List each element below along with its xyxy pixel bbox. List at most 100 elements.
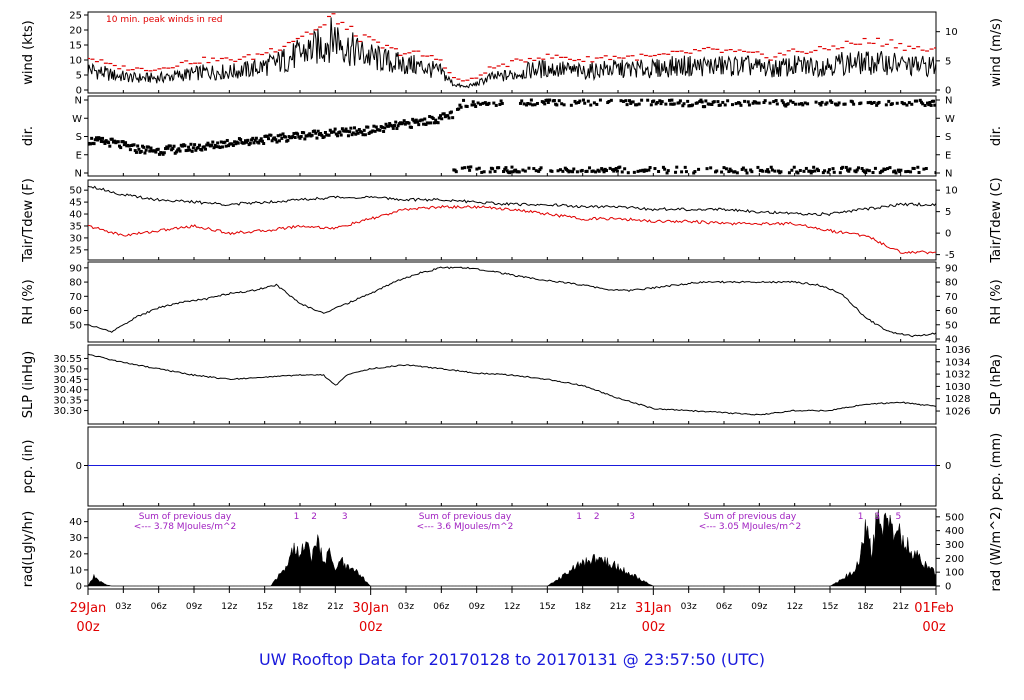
- direction-point: [315, 136, 319, 140]
- direction-point: [632, 170, 636, 174]
- direction-point: [905, 103, 909, 107]
- direction-point: [257, 141, 261, 145]
- direction-point: [663, 167, 667, 171]
- direction-point: [601, 168, 605, 172]
- direction-point: [286, 138, 290, 142]
- direction-point: [431, 116, 435, 120]
- ytick-label-left-rh: 80: [69, 278, 82, 289]
- direction-point: [348, 130, 352, 134]
- direction-point: [340, 127, 344, 131]
- direction-point: [854, 170, 858, 174]
- direction-point: [148, 149, 152, 153]
- plot-area-rh: [88, 266, 936, 338]
- direction-point: [766, 168, 770, 172]
- direction-point: [480, 170, 484, 174]
- direction-point: [767, 170, 771, 174]
- direction-point: [193, 143, 197, 147]
- direction-point: [522, 102, 526, 106]
- direction-point: [638, 169, 642, 173]
- direction-point: [171, 146, 175, 150]
- direction-point: [414, 118, 418, 122]
- direction-point: [188, 148, 192, 152]
- direction-point: [283, 135, 287, 139]
- ytick-label-right-direction: N: [945, 169, 952, 180]
- direction-point: [459, 105, 463, 109]
- direction-point: [556, 169, 560, 173]
- direction-point: [816, 169, 820, 173]
- ytick-label-left-direction: N: [75, 169, 82, 180]
- direction-point: [640, 98, 644, 102]
- direction-point: [119, 146, 123, 150]
- direction-point: [236, 141, 240, 145]
- direction-point: [786, 102, 790, 106]
- direction-point: [178, 149, 182, 153]
- direction-point: [157, 152, 161, 156]
- direction-point: [560, 102, 564, 106]
- direction-point: [756, 165, 760, 169]
- direction-point: [665, 171, 669, 175]
- direction-point: [482, 170, 486, 174]
- direction-point: [718, 103, 722, 107]
- direction-point: [695, 101, 699, 105]
- ytick-label-left-radiation: 30: [69, 533, 82, 544]
- direction-point: [225, 138, 229, 142]
- direction-point: [734, 102, 738, 106]
- direction-point: [543, 102, 547, 106]
- direction-point: [205, 143, 209, 147]
- direction-point: [362, 128, 366, 132]
- direction-point: [813, 169, 817, 173]
- direction-point: [434, 118, 438, 122]
- direction-point: [442, 112, 446, 116]
- ylabel-left-direction: dir.: [21, 126, 36, 146]
- time-axis-hour-label: 21z: [610, 602, 626, 612]
- direction-point: [729, 169, 733, 173]
- ytick-label-left-temperature: 35: [69, 221, 82, 232]
- direction-point: [726, 99, 730, 103]
- direction-point: [572, 167, 576, 171]
- direction-point: [790, 168, 794, 172]
- direction-point: [474, 104, 478, 108]
- time-axis-hour-label: 15z: [822, 602, 838, 612]
- direction-point: [128, 148, 132, 152]
- direction-point: [589, 103, 593, 107]
- direction-point: [745, 171, 749, 175]
- direction-point: [320, 133, 324, 137]
- direction-point: [231, 143, 235, 147]
- direction-point: [96, 138, 100, 142]
- series-radiation: [88, 509, 936, 587]
- ylabel-left-radiation: rad(Lgly/hr): [21, 511, 36, 587]
- direction-point: [471, 100, 475, 104]
- ylabel-left-precip: pcp. (in): [21, 440, 36, 494]
- direction-point: [277, 139, 281, 143]
- ytick-label-right-rh: 70: [945, 292, 958, 303]
- direction-point: [248, 141, 252, 145]
- direction-point: [867, 169, 871, 173]
- direction-point: [618, 165, 622, 169]
- direction-point: [865, 168, 869, 172]
- direction-point: [133, 149, 137, 153]
- direction-point: [538, 168, 542, 172]
- direction-point: [875, 103, 879, 107]
- direction-point: [683, 165, 687, 169]
- time-axis-day-hour-label: 00z: [359, 620, 383, 635]
- direction-point: [934, 171, 936, 175]
- ytick-label-right-radiation: 400: [945, 526, 964, 537]
- direction-point: [251, 136, 255, 140]
- direction-point: [218, 146, 222, 150]
- direction-point: [699, 98, 703, 102]
- direction-point: [621, 99, 625, 103]
- ytick-label-right-pressure: 1028: [945, 394, 970, 405]
- direction-point: [332, 130, 336, 134]
- direction-point: [281, 132, 285, 136]
- radiation-annotation-title: Sum of previous day: [419, 512, 512, 522]
- direction-point: [164, 147, 168, 151]
- direction-point: [773, 169, 777, 173]
- panel-frame-temperature: [87, 179, 937, 261]
- direction-point: [655, 101, 659, 105]
- direction-point: [254, 136, 258, 140]
- direction-point: [750, 170, 754, 174]
- direction-point: [144, 148, 148, 152]
- ytick-label-left-wind: 25: [69, 11, 82, 22]
- direction-point: [916, 165, 920, 169]
- direction-point: [460, 166, 464, 170]
